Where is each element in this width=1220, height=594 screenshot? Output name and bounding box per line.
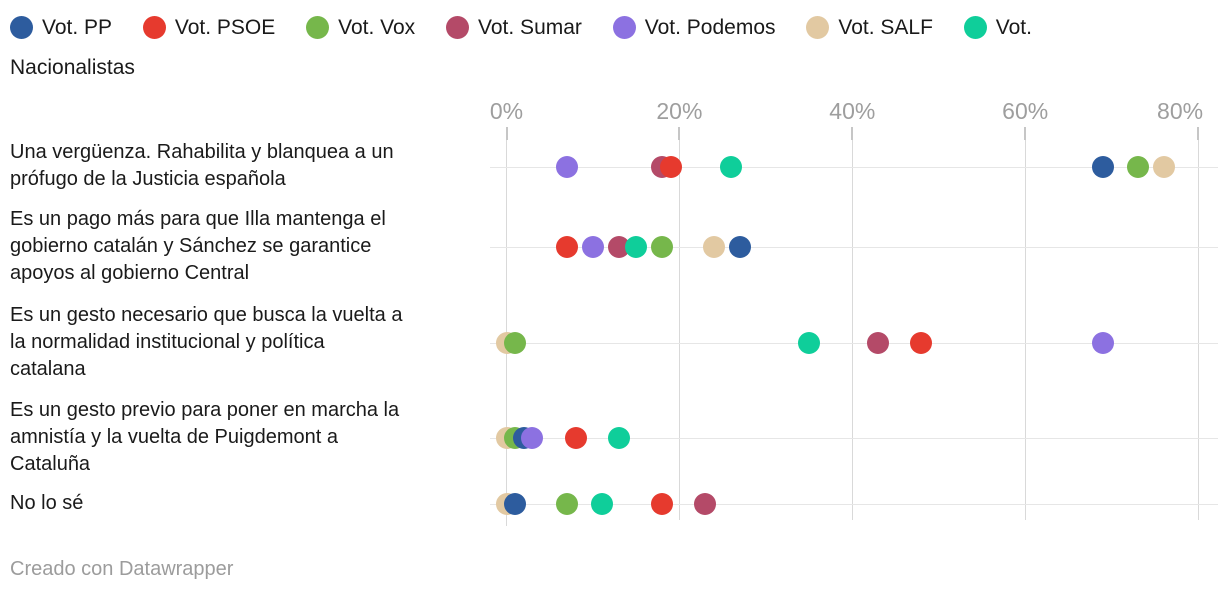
legend-label: Vot. Sumar xyxy=(478,16,582,39)
dot-vot-podemos[interactable] xyxy=(521,427,544,449)
legend-label: Vot. Vox xyxy=(338,16,416,39)
dot-vot-nacionalistas[interactable] xyxy=(798,332,821,354)
row-gridline xyxy=(490,342,1218,344)
x-tick xyxy=(1024,127,1027,140)
legend-swatch-icon xyxy=(806,16,830,39)
dot-vot-pp[interactable] xyxy=(1092,156,1114,178)
dot-vot-nacionalistas[interactable] xyxy=(625,236,648,258)
category-label: Es un gesto previo para poner en marcha … xyxy=(10,398,400,475)
legend-label: Vot. Podemos xyxy=(644,16,776,39)
x-gridline xyxy=(1024,128,1026,520)
legend: Vot. PP Vot. PSOE Vot. Vox Vot. Sumar Vo… xyxy=(10,8,1090,88)
row-gridline xyxy=(490,503,1218,505)
legend-label: Vot. PP xyxy=(42,16,113,39)
legend-item-vot-psoe[interactable]: Vot. PSOE xyxy=(142,16,276,39)
dot-vot-vox[interactable] xyxy=(504,332,527,354)
row-gridline xyxy=(490,166,1218,168)
legend-swatch-icon xyxy=(612,16,636,39)
dot-vot-psoe[interactable] xyxy=(651,493,674,515)
x-tick-label: 60% xyxy=(1002,98,1049,124)
dot-vot-pp[interactable] xyxy=(728,236,751,258)
attribution-link[interactable]: Creado con Datawrapper xyxy=(10,558,234,580)
dot-vot-salf[interactable] xyxy=(702,236,725,258)
x-tick-label: 20% xyxy=(656,98,703,124)
x-gridline xyxy=(851,128,853,520)
x-gridline xyxy=(678,128,680,520)
dot-vot-nacionalistas[interactable] xyxy=(720,156,743,178)
dot-vot-podemos[interactable] xyxy=(581,236,604,258)
x-tick xyxy=(505,127,508,140)
legend-label: Vot. PSOE xyxy=(174,16,276,39)
dot-vot-salf[interactable] xyxy=(1152,156,1175,178)
x-tick-label: 80% xyxy=(1157,98,1204,124)
row-gridline xyxy=(490,437,1218,439)
legend-item-vot-salf[interactable]: Vot. SALF xyxy=(806,16,933,39)
dot-vot-sumar[interactable] xyxy=(867,332,890,354)
legend-item-vot-podemos[interactable]: Vot. Podemos xyxy=(612,16,776,39)
dot-vot-psoe[interactable] xyxy=(659,156,682,178)
legend-item-vot-sumar[interactable]: Vot. Sumar xyxy=(446,16,582,39)
legend-item-vot-vox[interactable]: Vot. Vox xyxy=(306,16,415,39)
dot-vot-nacionalistas[interactable] xyxy=(590,493,613,515)
x-gridline xyxy=(1197,128,1199,520)
category-label: No lo sé xyxy=(10,491,84,514)
dot-vot-psoe[interactable] xyxy=(564,427,587,449)
legend-label: Vot. Nacionalistas xyxy=(10,16,1032,79)
legend-item-vot-nacionalistas[interactable]: Vot. Nacionalistas xyxy=(10,16,1032,79)
legend-swatch-icon xyxy=(142,16,166,39)
row-gridline xyxy=(490,246,1218,248)
category-label: Una vergüenza. Rahabilita y blanquea a u… xyxy=(10,141,394,190)
dot-vot-pp[interactable] xyxy=(504,493,527,515)
x-tick xyxy=(851,127,854,140)
category-label: Es un pago más para que Illa mantenga el… xyxy=(10,207,386,284)
dot-vot-sumar[interactable] xyxy=(694,493,717,515)
dot-vot-psoe[interactable] xyxy=(556,236,578,258)
legend-label: Vot. SALF xyxy=(838,16,933,39)
legend-swatch-icon xyxy=(446,16,470,39)
dot-vot-psoe[interactable] xyxy=(910,332,933,354)
dot-vot-vox[interactable] xyxy=(1126,156,1149,178)
x-gridline xyxy=(506,128,507,526)
legend-swatch-icon xyxy=(306,16,330,39)
legend-swatch-icon xyxy=(10,16,33,39)
legend-swatch-icon xyxy=(963,16,987,39)
category-label: Es un gesto necesario que busca la vuelt… xyxy=(10,303,403,380)
x-tick-label: 40% xyxy=(829,98,876,124)
dot-vot-sumar[interactable] xyxy=(607,236,630,258)
dot-vot-vox[interactable] xyxy=(651,236,674,258)
legend-item-vot-pp[interactable]: Vot. PP xyxy=(10,16,112,39)
x-tick xyxy=(678,127,681,140)
dot-vot-podemos[interactable] xyxy=(556,156,578,178)
x-tick-label: 0% xyxy=(489,98,524,124)
dot-vot-podemos[interactable] xyxy=(1092,332,1114,354)
dot-vot-nacionalistas[interactable] xyxy=(607,427,630,449)
dot-vot-vox[interactable] xyxy=(556,493,578,515)
x-tick xyxy=(1197,127,1200,140)
